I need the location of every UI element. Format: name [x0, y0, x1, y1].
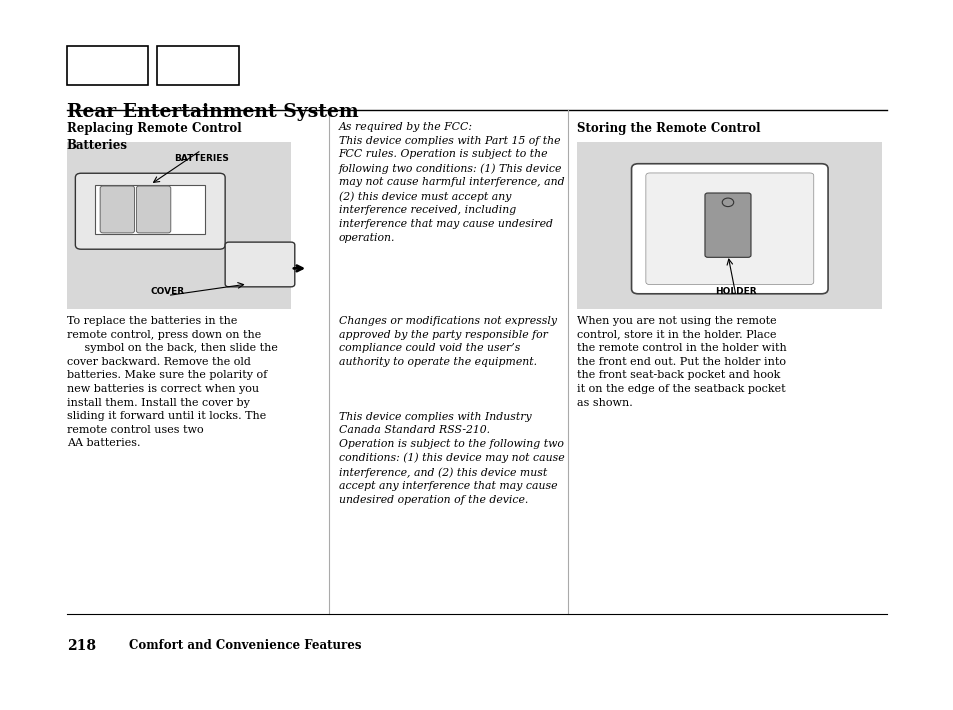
Text: Storing the Remote Control: Storing the Remote Control: [577, 122, 760, 135]
FancyBboxPatch shape: [136, 186, 171, 233]
Text: As required by the FCC:
This device complies with Part 15 of the
FCC rules. Oper: As required by the FCC: This device comp…: [338, 122, 564, 243]
FancyBboxPatch shape: [631, 164, 827, 294]
Bar: [95, 185, 205, 234]
Bar: [157, 46, 238, 85]
Text: Rear Entertainment System: Rear Entertainment System: [67, 103, 358, 121]
Text: Replacing Remote Control
Batteries: Replacing Remote Control Batteries: [67, 122, 241, 152]
Bar: [67, 46, 148, 85]
Text: Comfort and Convenience Features: Comfort and Convenience Features: [129, 639, 361, 652]
Text: 218: 218: [67, 639, 95, 653]
Text: When you are not using the remote
control, store it in the holder. Place
the rem: When you are not using the remote contro…: [577, 316, 786, 408]
FancyBboxPatch shape: [75, 173, 225, 249]
FancyBboxPatch shape: [645, 173, 813, 285]
Bar: [67, 142, 291, 309]
Text: Changes or modifications not expressly
approved by the party responsible for
com: Changes or modifications not expressly a…: [338, 316, 557, 367]
Text: To replace the batteries in the
remote control, press down on the
     symbol on: To replace the batteries in the remote c…: [67, 316, 277, 448]
Bar: [577, 142, 882, 309]
FancyBboxPatch shape: [100, 186, 134, 233]
Text: COVER: COVER: [151, 287, 185, 295]
FancyBboxPatch shape: [225, 242, 294, 287]
Text: HOLDER: HOLDER: [715, 287, 756, 295]
Text: BATTERIES: BATTERIES: [173, 153, 229, 163]
FancyBboxPatch shape: [704, 193, 750, 257]
Text: This device complies with Industry
Canada Standard RSS-210.
Operation is subject: This device complies with Industry Canad…: [338, 412, 564, 505]
